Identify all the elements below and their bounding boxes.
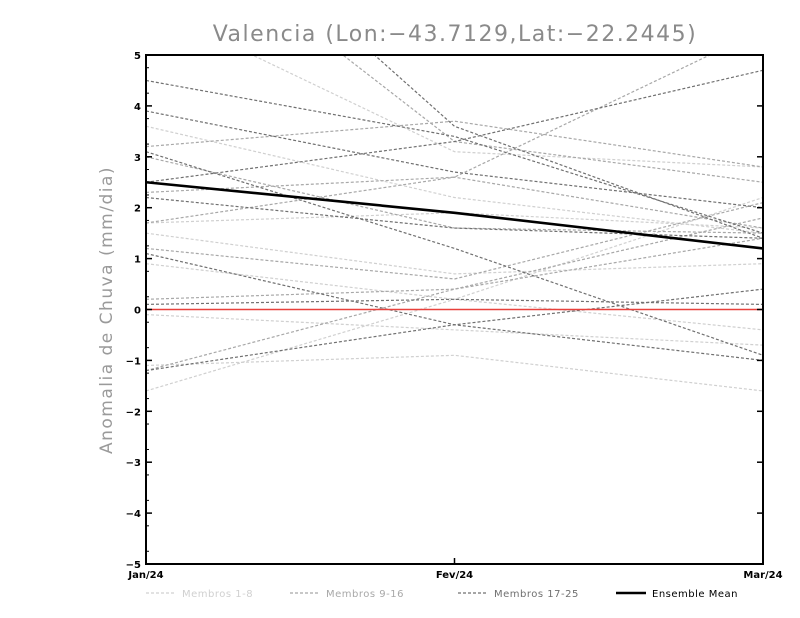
y-tick-label: 4 bbox=[134, 102, 141, 113]
member-line-g3-2 bbox=[146, 110, 763, 209]
y-tick-label: −2 bbox=[126, 407, 141, 418]
member-line-g1-8 bbox=[146, 196, 763, 392]
member-line-g2-5 bbox=[146, 237, 763, 300]
member-line-g3-5 bbox=[146, 196, 763, 239]
y-tick-label: 3 bbox=[134, 153, 141, 164]
member-line-g3-1 bbox=[146, 79, 763, 234]
member-line-g2-4 bbox=[146, 202, 763, 280]
x-tick-label: Mar/24 bbox=[743, 570, 782, 581]
y-tick-label: −3 bbox=[126, 458, 141, 469]
member-line-g1-4 bbox=[146, 232, 763, 275]
ensemble-mean-line bbox=[146, 180, 763, 250]
y-tick-label: 5 bbox=[134, 51, 141, 62]
member-line-g3-6 bbox=[146, 252, 763, 361]
member-line-g3-4 bbox=[146, 151, 763, 356]
member-line-g1-6 bbox=[146, 313, 763, 346]
legend-label-4: Ensemble Mean bbox=[652, 589, 738, 600]
y-tick-label: −4 bbox=[126, 509, 141, 520]
member-line-g2-3 bbox=[146, 176, 763, 229]
legend-label-2: Membros 9-16 bbox=[326, 589, 404, 600]
x-tick-label: Jan/24 bbox=[127, 570, 163, 581]
member-line-g1-1 bbox=[250, 55, 763, 168]
y-tick-label: 0 bbox=[134, 306, 141, 317]
chart-title: Valencia (Lon:−43.7129,Lat:−22.2445) bbox=[213, 22, 698, 47]
member-line-g2-8 bbox=[146, 156, 763, 234]
member-line-g3-9 bbox=[373, 55, 763, 239]
y-tick-label: 2 bbox=[134, 204, 141, 215]
y-tick-label: −1 bbox=[126, 356, 141, 367]
member-line-g3-3 bbox=[146, 69, 763, 183]
member-line-g2-2 bbox=[146, 55, 712, 194]
y-tick-label: −5 bbox=[126, 560, 141, 571]
member-line-g3-8 bbox=[146, 288, 763, 372]
y-axis-label: Anomalia de Chuva (mm/dia) bbox=[97, 166, 117, 454]
member-line-g1-7 bbox=[146, 354, 763, 392]
series-layer bbox=[146, 55, 763, 392]
member-line-g1-2 bbox=[146, 125, 763, 234]
member-line-g1-3 bbox=[146, 212, 763, 229]
legend-label-3: Membros 17-25 bbox=[494, 589, 579, 600]
member-line-g3-7 bbox=[146, 298, 763, 306]
legend: Membros 1-8 Membros 9-16 Membros 17-25 Ense… bbox=[146, 589, 738, 600]
x-tick-label: Fev/24 bbox=[436, 570, 473, 581]
axes-layer: −5 −4 −3 −2 −1 0 1 2 3 4 5 Jan/24 Fev/24 Mar/24 bbox=[126, 51, 783, 581]
legend-label-1: Membros 1-8 bbox=[182, 589, 253, 600]
member-line-g2-6 bbox=[146, 217, 763, 372]
member-line-g2-1 bbox=[146, 120, 763, 168]
y-tick-label: 1 bbox=[134, 255, 141, 266]
